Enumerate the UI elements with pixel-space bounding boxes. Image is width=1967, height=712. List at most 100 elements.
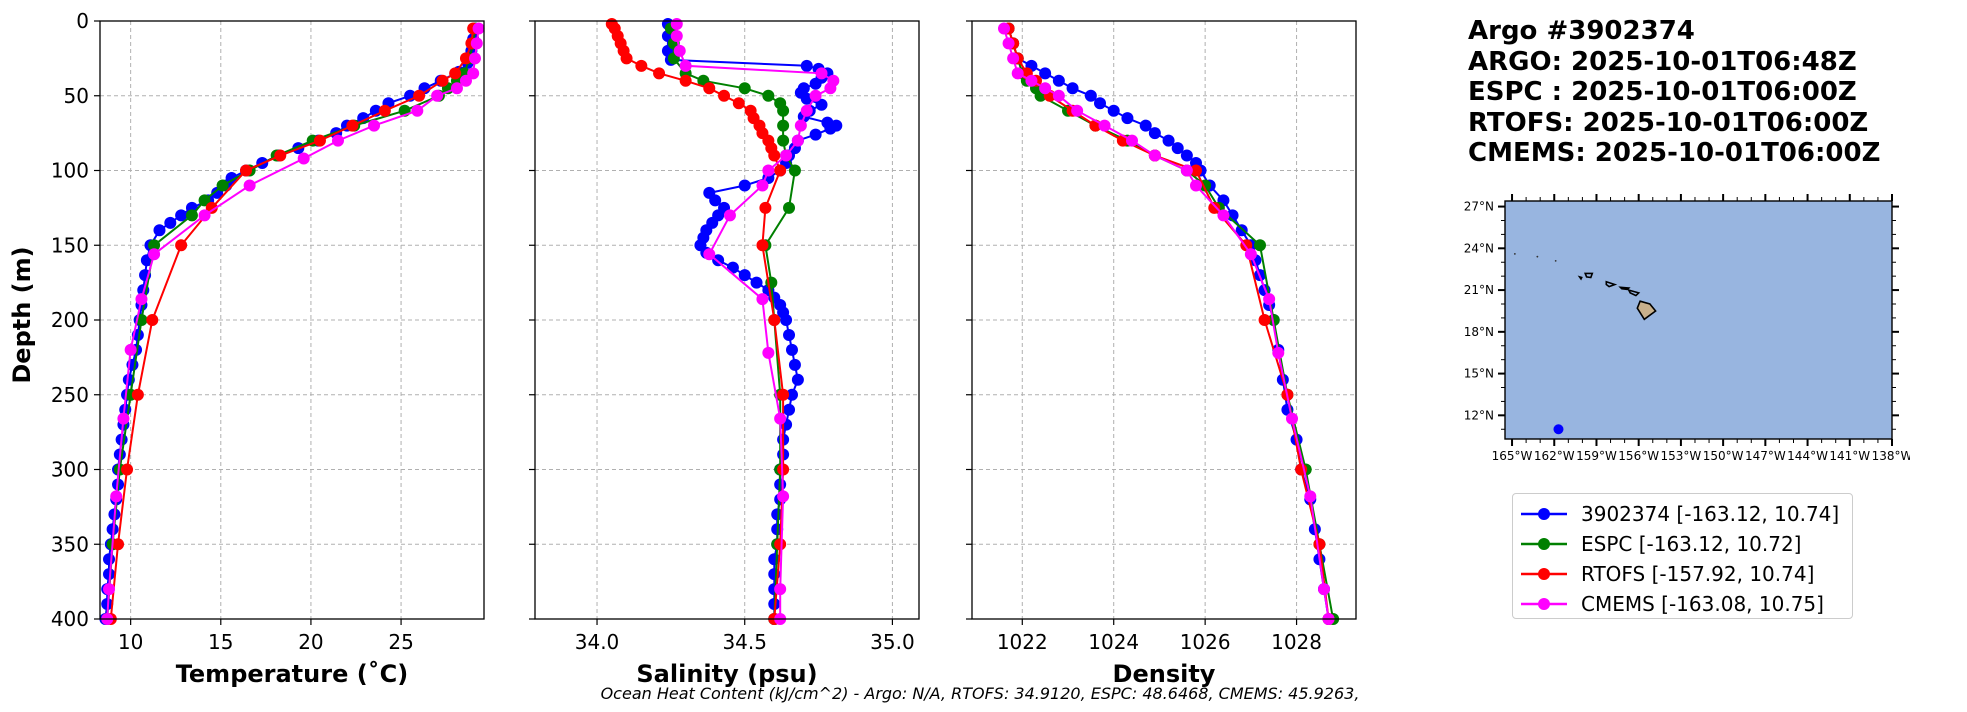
- salinity-point-rtofs: [635, 59, 648, 72]
- density-point-argo: [1066, 82, 1079, 95]
- density-series-espc: [1002, 22, 1340, 625]
- salinity-point-rtofs: [768, 314, 781, 326]
- temperature-panel: 10 15 20 25050100150200250300350400Temperat…: [51, 9, 485, 688]
- map-lon-label-3: 156°W: [1618, 449, 1659, 463]
- salinity-point-cmems: [791, 134, 804, 147]
- salinity-point-argo: [738, 269, 751, 282]
- temperature-point-argo: [175, 209, 188, 222]
- salinity-point-argo: [783, 328, 796, 341]
- salinity-point-argo: [780, 314, 793, 326]
- density-point-argo: [1039, 67, 1052, 80]
- density-xtick-label-1: 1024: [1088, 630, 1139, 654]
- salinity-point-argo: [738, 179, 751, 192]
- legend-label-rtofs: RTOFS [-157.92, 10.74]: [1581, 562, 1815, 586]
- density-point-cmems: [998, 22, 1010, 35]
- temperature-point-cmems: [297, 152, 310, 165]
- density-panel: 1022 1024 1026 1028 Density: [966, 20, 1357, 688]
- temperature-ytick-label-6: 300: [51, 458, 89, 482]
- density-point-espc: [1267, 314, 1280, 326]
- temperature-point-cmems: [470, 37, 483, 50]
- profile-plots: 10 15 20 25050100150200250300350400Temperat…: [8, 9, 1357, 688]
- temperature-point-cmems: [450, 82, 463, 95]
- legend-swatch-cmems: [1521, 598, 1567, 610]
- density-point-cmems: [1052, 89, 1065, 102]
- salinity-point-argo: [809, 77, 822, 90]
- map-island-molokai: [1618, 286, 1631, 291]
- density-point-cmems: [1148, 149, 1161, 162]
- salinity-point-argo: [800, 59, 813, 72]
- argo-title: Argo #3902374: [1468, 16, 1695, 46]
- map-lat-label-5: 27°N: [1464, 200, 1494, 214]
- salinity-point-argo: [788, 358, 801, 371]
- temperature-point-cmems: [243, 179, 256, 192]
- salinity-line-cmems: [675, 24, 835, 619]
- density-point-cmems: [1011, 67, 1024, 80]
- salinity-point-rtofs: [756, 239, 769, 252]
- map-islet-2: [1554, 259, 1557, 262]
- temperature-point-cmems: [331, 134, 344, 147]
- salinity-point-espc: [777, 104, 790, 117]
- density-xtick-label-2: 1026: [1180, 630, 1231, 654]
- salinity-point-argo: [785, 343, 798, 356]
- map-argo-location: [1553, 424, 1564, 435]
- salinity-point-cmems: [723, 209, 736, 222]
- temperature-point-argo: [103, 553, 116, 566]
- salinity-point-argo: [809, 128, 822, 141]
- location-map: 165°W 162°W 159°W 156°W 153°W 150°W 147°W 144°W…: [1464, 194, 1910, 463]
- temperature-point-rtofs: [346, 119, 359, 132]
- map-lon-label-7: 144°W: [1787, 449, 1828, 463]
- salinity-point-cmems: [679, 59, 692, 72]
- salinity-axis-label: Salinity (psu): [636, 660, 817, 688]
- salinity-point-argo: [785, 388, 798, 401]
- salinity-point-cmems: [800, 104, 813, 117]
- salinity-point-espc: [738, 82, 751, 95]
- temperature-point-cmems: [135, 293, 148, 306]
- temperature-point-cmems: [148, 248, 161, 261]
- salinity-point-argo: [709, 194, 722, 207]
- temperature-point-rtofs: [449, 67, 462, 80]
- salinity-point-cmems: [762, 164, 775, 177]
- density-xtick-label-0: 1022: [997, 630, 1048, 654]
- density-point-cmems: [1318, 583, 1330, 596]
- density-series-cmems: [998, 22, 1335, 625]
- temperature-point-rtofs: [240, 164, 253, 177]
- density-point-argo: [1094, 97, 1106, 110]
- density-point-cmems: [1039, 82, 1052, 95]
- density-point-cmems: [1304, 490, 1317, 503]
- temperature-line-cmems: [106, 28, 480, 620]
- density-point-cmems: [1244, 248, 1257, 261]
- temperature-point-argo: [106, 523, 119, 536]
- map-lat-label-1: 15°N: [1464, 367, 1494, 381]
- density-point-cmems: [1217, 209, 1230, 222]
- temperature-ytick-label-8: 400: [51, 607, 89, 631]
- salinity-point-argo: [783, 403, 796, 416]
- temperature-point-rtofs: [175, 239, 188, 252]
- density-point-rtofs: [1190, 164, 1202, 177]
- density-point-cmems: [1286, 412, 1298, 425]
- temperature-point-argo: [164, 216, 177, 229]
- temperature-point-cmems: [467, 67, 480, 80]
- temperature-ytick-label-2: 100: [51, 159, 89, 183]
- salinity-point-cmems: [762, 346, 775, 359]
- density-point-cmems: [1180, 164, 1193, 177]
- temperature-point-rtofs: [131, 388, 144, 401]
- temperature-xtick-label-2: 20: [298, 630, 323, 654]
- density-line-cmems: [1003, 28, 1330, 620]
- salinity-point-argo: [815, 98, 828, 111]
- salinity-point-espc: [762, 89, 775, 102]
- salinity-series-cmems: [670, 17, 840, 625]
- density-point-argo: [1107, 104, 1120, 117]
- temperature-point-rtofs: [112, 538, 125, 551]
- salinity-point-rtofs: [774, 538, 787, 551]
- map-lon-label-5: 150°W: [1703, 449, 1744, 463]
- salinity-point-cmems: [809, 89, 822, 102]
- legend-label-cmems: CMEMS [-163.08, 10.75]: [1581, 592, 1824, 616]
- density-point-argo: [1052, 74, 1065, 87]
- salinity-point-rtofs: [732, 97, 745, 110]
- temperature-point-rtofs: [459, 52, 472, 65]
- salinity-point-cmems: [673, 44, 686, 57]
- temperature-axis-label: Temperature (˚C): [176, 660, 409, 688]
- salinity-point-argo: [791, 373, 804, 386]
- density-point-cmems: [1025, 74, 1038, 87]
- density-point-cmems: [1126, 134, 1138, 147]
